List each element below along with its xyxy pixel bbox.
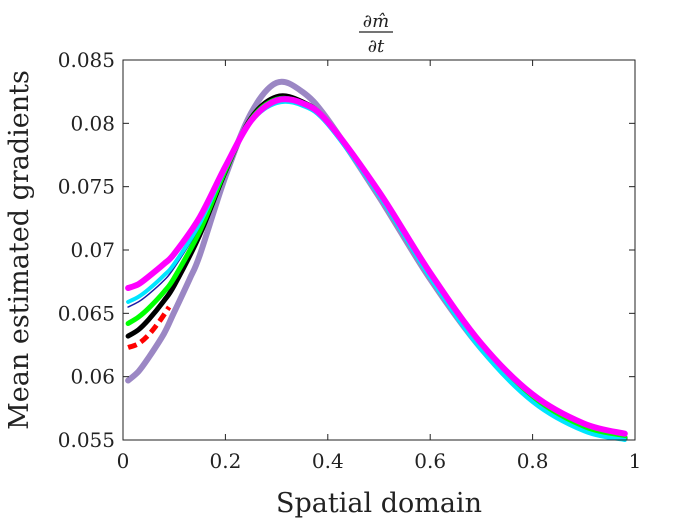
x-tick-label: 1: [629, 449, 642, 473]
series-line-5: [127, 96, 626, 441]
x-tick-label: 0: [117, 449, 130, 473]
series-layer: [125, 78, 628, 442]
x-tick-label: 0.4: [312, 449, 344, 473]
y-tick-label: 0.085: [58, 48, 115, 72]
series-line-6: [126, 99, 627, 442]
y-tick-label: 0.06: [70, 365, 115, 389]
y-tick-label: 0.055: [58, 428, 115, 452]
ticks-layer: 0 0.2 0.4 0.6 0.8 1 0.055 0.06 0.065 0.07 0.075 0.0…: [58, 48, 642, 473]
y-tick-label: 0.07: [70, 238, 115, 262]
y-tick-label: 0.065: [58, 301, 115, 325]
series-line-7: [125, 96, 628, 437]
chart-title: ∂m̂ ∂t: [359, 11, 393, 57]
y-tick-label: 0.075: [58, 175, 115, 199]
x-tick-label: 0.2: [209, 449, 241, 473]
chart-title-denominator: ∂t: [368, 36, 385, 57]
series-line-2: [127, 305, 172, 350]
series-line-1: [125, 78, 628, 441]
series-line-4: [125, 95, 628, 440]
x-tick-label: 0.8: [517, 449, 549, 473]
y-axis-label: Mean estimated gradients: [4, 70, 35, 430]
series-line-3: [125, 93, 628, 442]
y-tick-label: 0.08: [70, 111, 115, 135]
chart-title-numerator: ∂m̂: [363, 11, 389, 32]
x-axis-label: Spatial domain: [276, 488, 482, 519]
x-tick-label: 0.6: [414, 449, 446, 473]
